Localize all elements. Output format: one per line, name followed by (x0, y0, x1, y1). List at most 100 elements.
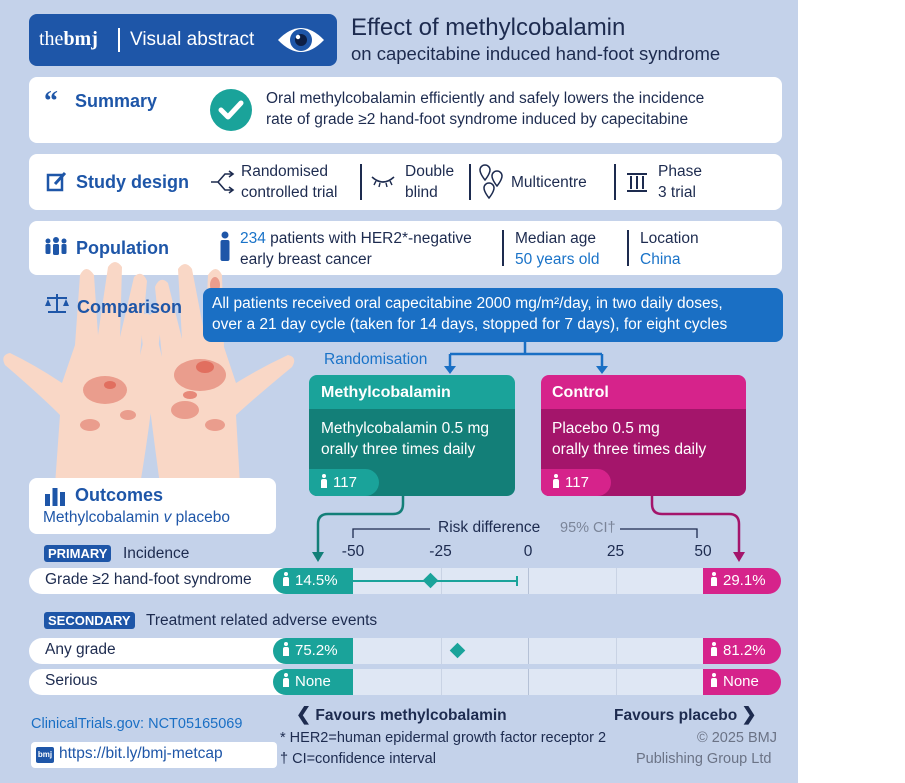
summary-text-1: Oral methylcobalamin efficiently and saf… (266, 90, 705, 107)
phase-line2: 3 trial (658, 184, 696, 201)
treatment-value-pill: 14.5% (273, 568, 353, 594)
primary-title: Incidence (123, 545, 190, 562)
bar-chart-icon (45, 488, 65, 506)
outcome-row-label: Serious (45, 672, 98, 689)
grid-line (615, 638, 617, 664)
people-icon (45, 237, 67, 255)
copyright-1: © 2025 BMJ (697, 730, 777, 746)
grid-line (440, 669, 442, 695)
eye-icon (278, 28, 324, 52)
grid-line (615, 669, 617, 695)
outcomes-label: Outcomes (75, 485, 164, 505)
person-icon (283, 572, 289, 586)
population-desc-2: early breast cancer (240, 251, 372, 268)
axis-tick-label: -25 (429, 543, 452, 560)
short-link[interactable]: bmj https://bit.ly/bmj-metcap (31, 742, 277, 768)
page-subtitle: on capecitabine induced hand-foot syndro… (351, 43, 721, 64)
phase-line1: Phase (658, 163, 702, 180)
map-pins-icon (479, 164, 503, 200)
treatment-arm-line1: Methylcobalamin 0.5 mg (321, 420, 489, 437)
randomise-icon (211, 170, 235, 194)
grid-line (528, 669, 529, 695)
person-icon (283, 673, 289, 687)
divider (118, 28, 120, 52)
divider (502, 230, 504, 266)
axis-tick-label: -50 (341, 543, 365, 560)
treatment-arm-n-badge: 117 (309, 469, 379, 496)
divider (627, 230, 629, 266)
hand-foot-syndrome-hands-illustration (3, 262, 295, 485)
short-link-url[interactable]: https://bit.ly/bmj-metcap (59, 745, 223, 762)
control-arm-card: Control Placebo 0.5 mg orally three time… (541, 375, 746, 496)
checkmark-icon (210, 89, 252, 131)
axis-tick-label: 50 (694, 543, 712, 560)
treatment-value-pill: 75.2% (273, 638, 353, 664)
quote-icon: “ (44, 86, 58, 117)
randomisation-arrows (444, 342, 608, 374)
arm-to-outcome-arrows (312, 494, 745, 562)
divider (360, 164, 362, 200)
population-desc-1: 234 patients with HER2*-negative (240, 230, 472, 247)
outcome-row-label: Any grade (45, 641, 116, 658)
grid-line (528, 568, 529, 594)
phase-columns-icon (627, 173, 647, 192)
ci-label: 95% CI† (560, 520, 616, 536)
rct-line2: controlled trial (241, 184, 338, 201)
treatment-arm-title: Methylcobalamin (321, 384, 451, 401)
primary-tag: PRIMARY (44, 545, 112, 562)
control-value-pill: 81.2% (703, 638, 781, 664)
outcome-row (29, 568, 289, 594)
person-icon (321, 474, 327, 488)
person-icon (553, 474, 559, 488)
favours-methylcobalamin: ❮ Favours methylcobalamin (296, 704, 507, 724)
chevron-left-icon: ❮ (296, 704, 312, 724)
visual-abstract: thebmj Visual abstract Effect of methylc… (0, 0, 798, 783)
location-value: China (640, 251, 681, 268)
control-value-pill: None (703, 669, 781, 695)
person-icon (711, 572, 717, 586)
study-design-label: Study design (76, 172, 190, 192)
treatment-value-pill: None (273, 669, 353, 695)
outcomes-panel: Outcomes Methylcobalamin v placebo (29, 478, 276, 534)
summary-text-2: rate of grade ≥2 hand-foot syndrome indu… (266, 111, 689, 128)
closed-eye-icon (371, 176, 395, 188)
favours-placebo: Favours placebo ❯ (614, 704, 757, 724)
outcome-row-label: Grade ≥2 hand-foot syndrome (45, 571, 252, 588)
grid-line (615, 568, 617, 594)
control-arm-title: Control (552, 384, 609, 401)
bmj-logo: thebmj (39, 28, 98, 50)
multicentre: Multicentre (511, 174, 587, 191)
grid-line (528, 638, 529, 664)
axis-tick-label: 0 (523, 543, 533, 560)
median-age-value: 50 years old (515, 251, 600, 268)
page-title: Effect of methylcobalamin (351, 14, 626, 41)
control-arm-n-badge: 117 (541, 469, 611, 496)
secondary-tag: SECONDARY (44, 612, 135, 629)
comparison-line2: over a 21 day cycle (taken for 14 days, … (212, 316, 728, 333)
outcome-row (29, 669, 289, 695)
ci-cap (349, 576, 352, 586)
footnote-her2: * HER2=human epidermal growth factor rec… (280, 730, 607, 746)
comparison-line1: All patients received oral capecitabine … (212, 295, 723, 312)
chevron-right-icon: ❯ (741, 704, 757, 724)
scales-icon (45, 294, 69, 313)
rct-line1: Randomised (241, 163, 329, 180)
population-label: Population (76, 238, 169, 258)
grid-line (440, 638, 442, 664)
population-panel: Population 234 patients with HER2*-negat… (29, 221, 782, 275)
summary-panel: “ Summary Oral methylcobalamin efficient… (29, 77, 782, 143)
axis-title: Risk difference (438, 519, 541, 536)
person-icon (220, 231, 230, 261)
control-arm-line2: orally three times daily (552, 441, 707, 458)
trial-registration[interactable]: ClinicalTrials.gov: NCT05165069 (31, 716, 243, 732)
comparison-label: Comparison (77, 297, 183, 317)
axis-tick-label: 25 (606, 543, 625, 560)
pencil-icon (46, 171, 67, 192)
bmj-logo-icon: bmj (36, 747, 54, 763)
treatment-arm-card: Methylcobalamin Methylcobalamin 0.5 mg o… (309, 375, 515, 496)
brand-banner: thebmj Visual abstract (29, 14, 337, 66)
treatment-arm-line2: orally three times daily (321, 441, 476, 458)
blind-line2: blind (405, 184, 438, 201)
location-label: Location (640, 230, 699, 247)
blind-line1: Double (405, 163, 455, 180)
